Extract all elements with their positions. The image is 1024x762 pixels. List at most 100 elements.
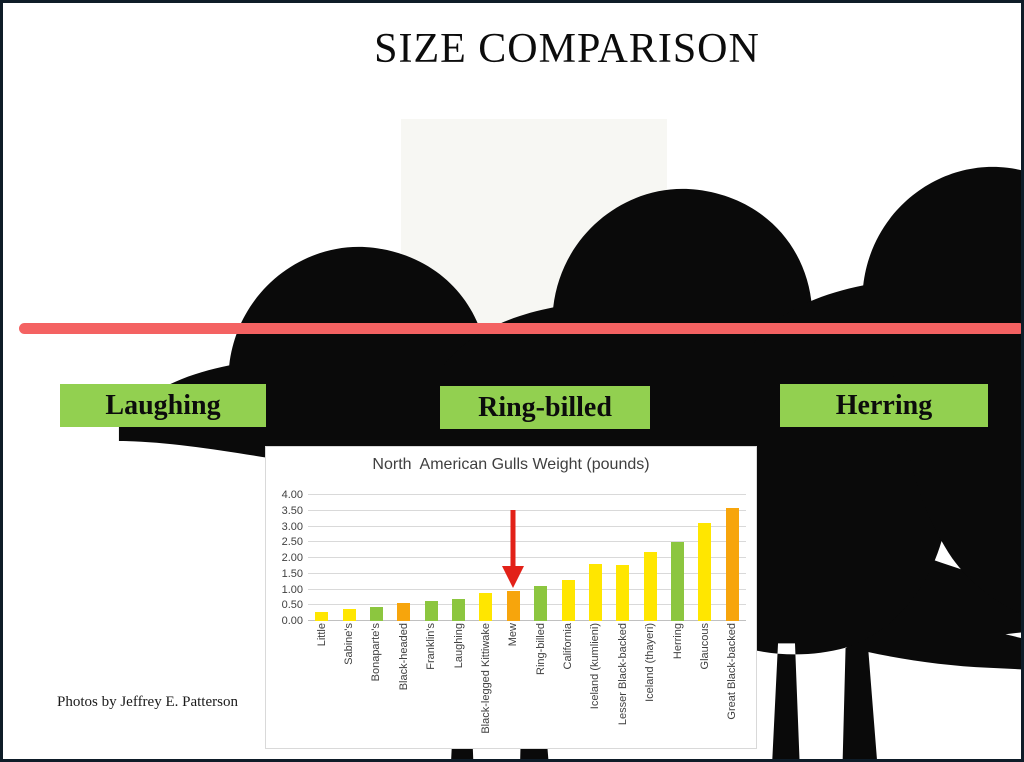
bar-mew (506, 591, 520, 621)
x-label-slot: Iceland (thayeri) (637, 623, 664, 753)
bar-iceland-kumlieni- (588, 564, 602, 621)
bar-slot (609, 495, 636, 621)
gridline (308, 572, 746, 574)
bar-slot (418, 495, 445, 621)
x-tick-label: Iceland (thayeri) (644, 623, 657, 702)
x-tick-label: Bonaparte's (370, 623, 383, 682)
x-label-slot: Franklin's (418, 623, 445, 753)
x-tick-label: Glaucous (698, 623, 711, 670)
bar-glaucous (698, 523, 712, 621)
bar-herring (671, 542, 685, 621)
label-laughing-text: Laughing (105, 389, 221, 421)
x-label-slot: Black-legged Kittiwake (472, 623, 499, 753)
y-tick-label: 1.50 (281, 567, 303, 580)
bar-slot (664, 495, 691, 621)
y-tick-label: 2.50 (281, 536, 303, 549)
x-tick-label: Sabine's (343, 623, 356, 665)
x-label-slot: Herring (664, 623, 691, 753)
bar-ring-billed (534, 586, 548, 621)
bar-franklin-s (424, 601, 438, 621)
photo-credit: Photos by Jeffrey E. Patterson (57, 694, 238, 710)
y-tick-label: 0.50 (281, 599, 303, 612)
gridline (308, 588, 746, 590)
weight-bar-chart: North American Gulls Weight (pounds) 0.0… (265, 446, 757, 749)
bar-bonaparte-s (369, 606, 383, 621)
bar-slot (554, 495, 581, 621)
gridline (308, 494, 746, 495)
bar-slot (582, 495, 609, 621)
red-down-arrow-icon (502, 510, 525, 589)
gridline (308, 557, 746, 558)
ground-line (19, 323, 1021, 334)
x-tick-label: Great Black-backed (726, 623, 739, 720)
x-label-slot: Black-headed (390, 623, 417, 753)
bar-slot (390, 495, 417, 621)
label-laughing: Laughing (60, 384, 266, 427)
bar-black-headed (397, 602, 411, 621)
gridline (308, 525, 746, 527)
label-herring: Herring (780, 384, 988, 427)
y-tick-label: 0.00 (281, 615, 303, 627)
bar-slot (308, 495, 335, 621)
x-tick-label: Lesser Black-backed (616, 623, 629, 726)
bar-iceland-thayeri- (643, 551, 657, 621)
x-label-slot: Ring-billed (527, 623, 554, 753)
x-tick-label: Black-headed (397, 623, 410, 691)
gridline (308, 620, 746, 621)
y-tick-label: 3.00 (281, 520, 303, 533)
bar-laughing (452, 599, 466, 621)
x-tick-label: Iceland (kumlieni) (589, 623, 602, 710)
x-label-slot: Glaucous (691, 623, 718, 753)
x-tick-label: Little (315, 623, 328, 647)
x-tick-label: Laughing (452, 623, 465, 669)
page-title: SIZE COMPARISON (374, 26, 760, 72)
bar-great-black-backed (725, 507, 739, 621)
x-tick-label: Black-legged Kittiwake (479, 623, 492, 734)
y-tick-label: 2.00 (281, 552, 303, 564)
bar-slot (637, 495, 664, 621)
x-label-slot: California (554, 623, 581, 753)
bar-lesser-black-backed (616, 564, 630, 621)
gridline (308, 604, 746, 606)
chart-body: 0.00 0.50 1.00 1.50 2.00 2.50 3.00 3.50 4.00 (266, 489, 756, 627)
herring-gull-silhouette (752, 166, 1021, 759)
x-tick-label: Mew (507, 623, 520, 647)
bar-sabine-s (342, 609, 356, 621)
bar-slot (500, 495, 527, 621)
x-axis-labels: Little Sabine's Bonaparte's Black-headed Fra… (308, 623, 746, 753)
gridline (308, 509, 746, 511)
bar-slot (719, 495, 746, 621)
gridline (308, 541, 746, 543)
bars-container (308, 495, 746, 621)
x-label-slot: Bonaparte's (363, 623, 390, 753)
bar-slot (472, 495, 499, 621)
x-tick-label: Ring-billed (534, 623, 547, 675)
x-label-slot: Great Black-backed (719, 623, 746, 753)
x-tick-label: California (562, 623, 575, 670)
x-label-slot: Little (308, 623, 335, 753)
bar-slot (445, 495, 472, 621)
label-herring-text: Herring (835, 389, 933, 421)
y-tick-label: 3.50 (281, 504, 303, 517)
y-axis: 0.00 0.50 1.00 1.50 2.00 2.50 3.00 3.50 4.00 (270, 489, 308, 627)
x-tick-label: Franklin's (425, 623, 438, 670)
bar-slot (335, 495, 362, 621)
label-ring-billed-text: Ring-billed (478, 391, 612, 423)
x-label-slot: Sabine's (335, 623, 362, 753)
x-tick-label: Herring (671, 623, 684, 660)
x-label-slot: Iceland (kumlieni) (582, 623, 609, 753)
x-label-slot: Lesser Black-backed (609, 623, 636, 753)
bar-slot (363, 495, 390, 621)
y-tick-label: 1.00 (281, 583, 303, 596)
x-label-slot: Mew (500, 623, 527, 753)
bar-slot (691, 495, 718, 621)
chart-title: North American Gulls Weight (pounds) (372, 456, 650, 473)
bar-black-legged-kittiwake (479, 592, 493, 621)
plot-area (308, 494, 746, 621)
x-label-slot: Laughing (445, 623, 472, 753)
label-ring-billed: Ring-billed (440, 386, 650, 429)
bar-slot (527, 495, 554, 621)
bar-little (315, 612, 329, 621)
y-tick-label: 4.00 (281, 489, 303, 501)
